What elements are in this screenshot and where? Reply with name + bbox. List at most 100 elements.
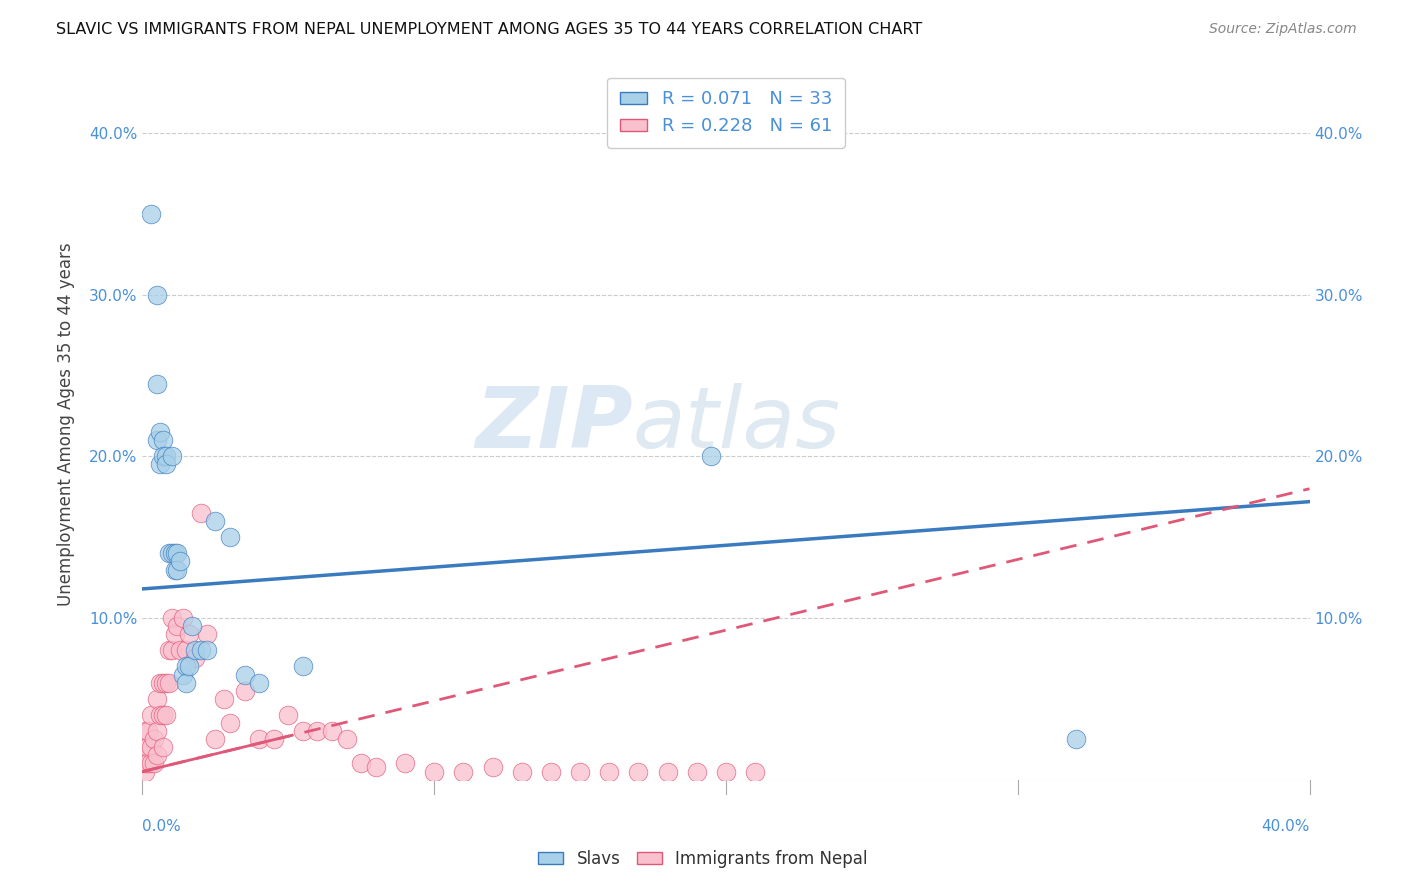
Point	[134, 724, 156, 739]
Point	[143, 732, 166, 747]
Point	[149, 708, 172, 723]
Point	[163, 562, 186, 576]
Point	[134, 748, 156, 763]
Text: atlas: atlas	[633, 383, 841, 466]
Point	[212, 691, 235, 706]
Legend: R = 0.071   N = 33, R = 0.228   N = 61: R = 0.071 N = 33, R = 0.228 N = 61	[607, 78, 845, 148]
Point	[540, 764, 562, 779]
Point	[166, 546, 188, 560]
Point	[152, 740, 174, 755]
Point	[166, 562, 188, 576]
Point	[141, 207, 163, 221]
Point	[657, 764, 679, 779]
Point	[714, 764, 737, 779]
Point	[184, 643, 207, 657]
Point	[160, 546, 183, 560]
Point	[174, 643, 197, 657]
Point	[190, 643, 212, 657]
Point	[152, 450, 174, 464]
Point	[152, 708, 174, 723]
Point	[136, 724, 159, 739]
Point	[481, 760, 503, 774]
Point	[247, 675, 270, 690]
Point	[510, 764, 533, 779]
Point	[149, 425, 172, 439]
Point	[143, 756, 166, 771]
Point	[163, 627, 186, 641]
Point	[146, 434, 169, 448]
Point	[291, 724, 314, 739]
Point	[146, 724, 169, 739]
Point	[744, 764, 766, 779]
Text: SLAVIC VS IMMIGRANTS FROM NEPAL UNEMPLOYMENT AMONG AGES 35 TO 44 YEARS CORRELATI: SLAVIC VS IMMIGRANTS FROM NEPAL UNEMPLOY…	[56, 22, 922, 37]
Point	[136, 756, 159, 771]
Point	[453, 764, 475, 779]
Point	[179, 659, 201, 673]
Point	[598, 764, 620, 779]
Point	[152, 434, 174, 448]
Point	[172, 667, 194, 681]
Point	[291, 659, 314, 673]
Point	[195, 627, 218, 641]
Point	[134, 764, 156, 779]
Point	[1064, 732, 1087, 747]
Text: Source: ZipAtlas.com: Source: ZipAtlas.com	[1209, 22, 1357, 37]
Point	[155, 708, 177, 723]
Point	[163, 546, 186, 560]
Point	[394, 756, 416, 771]
Point	[321, 724, 343, 739]
Point	[166, 619, 188, 633]
Point	[174, 675, 197, 690]
Point	[172, 611, 194, 625]
Point	[157, 643, 180, 657]
Point	[219, 716, 242, 731]
Point	[204, 514, 226, 528]
Text: 40.0%: 40.0%	[1261, 819, 1309, 834]
Point	[263, 732, 285, 747]
Point	[160, 450, 183, 464]
Point	[627, 764, 650, 779]
Point	[686, 764, 709, 779]
Point	[146, 691, 169, 706]
Text: ZIP: ZIP	[475, 383, 633, 466]
Point	[423, 764, 446, 779]
Point	[155, 458, 177, 472]
Point	[700, 450, 723, 464]
Point	[364, 760, 387, 774]
Text: 0.0%: 0.0%	[142, 819, 181, 834]
Point	[219, 530, 242, 544]
Point	[233, 683, 256, 698]
Point	[247, 732, 270, 747]
Point	[160, 611, 183, 625]
Point	[146, 748, 169, 763]
Point	[157, 675, 180, 690]
Point	[204, 732, 226, 747]
Point	[146, 376, 169, 391]
Point	[141, 756, 163, 771]
Point	[149, 675, 172, 690]
Point	[155, 675, 177, 690]
Point	[141, 708, 163, 723]
Y-axis label: Unemployment Among Ages 35 to 44 years: Unemployment Among Ages 35 to 44 years	[58, 243, 75, 606]
Point	[157, 546, 180, 560]
Legend: Slavs, Immigrants from Nepal: Slavs, Immigrants from Nepal	[531, 844, 875, 875]
Point	[160, 643, 183, 657]
Point	[179, 627, 201, 641]
Point	[136, 740, 159, 755]
Point	[141, 740, 163, 755]
Point	[569, 764, 592, 779]
Point	[233, 667, 256, 681]
Point	[134, 756, 156, 771]
Point	[174, 659, 197, 673]
Point	[307, 724, 329, 739]
Point	[152, 675, 174, 690]
Point	[181, 619, 204, 633]
Point	[169, 554, 191, 568]
Point	[149, 458, 172, 472]
Point	[155, 450, 177, 464]
Point	[277, 708, 299, 723]
Point	[195, 643, 218, 657]
Point	[146, 287, 169, 301]
Point	[336, 732, 359, 747]
Point	[190, 506, 212, 520]
